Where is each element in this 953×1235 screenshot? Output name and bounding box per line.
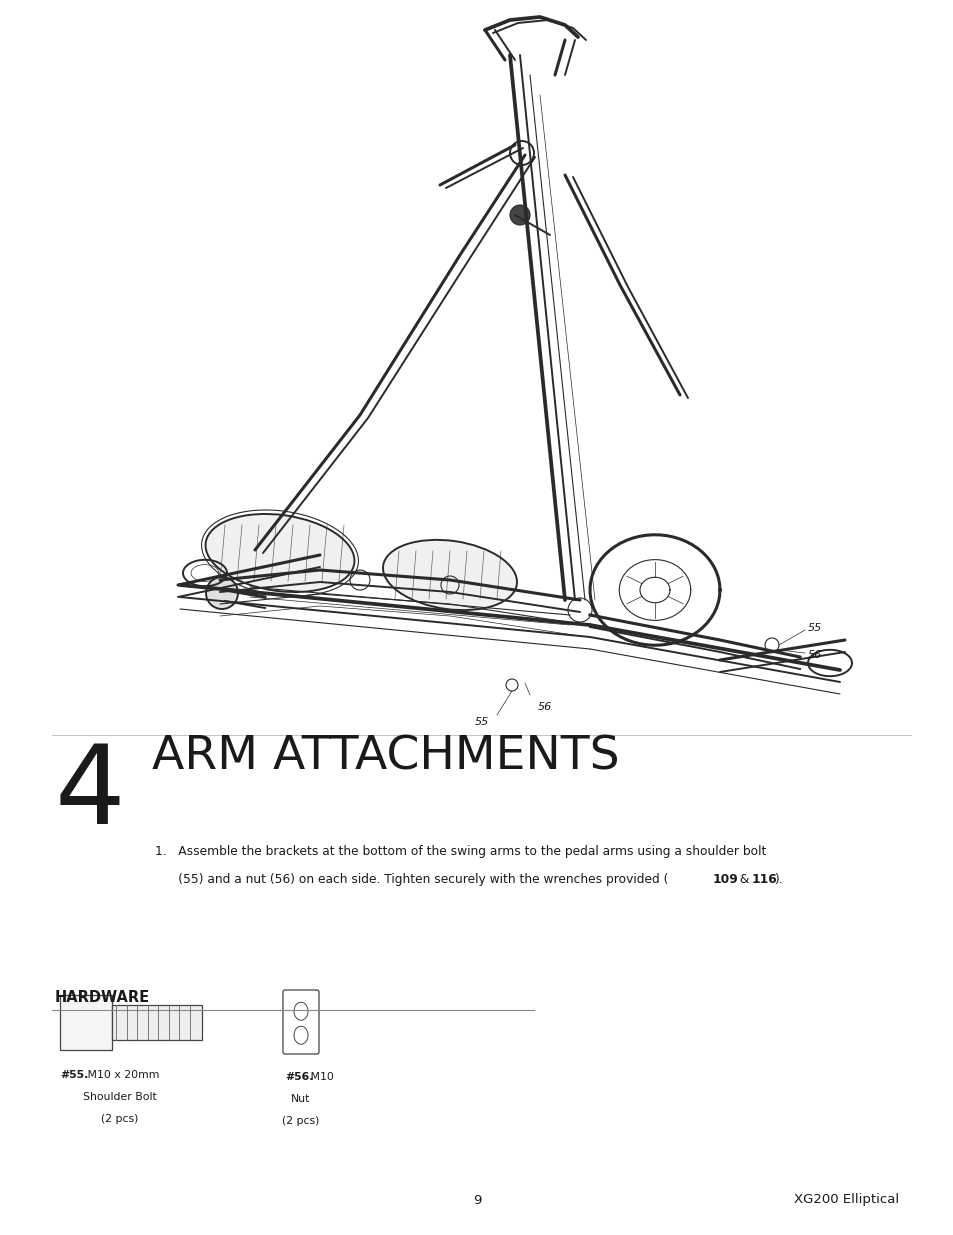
Text: &: & (736, 873, 753, 885)
Text: #56.: #56. (285, 1072, 314, 1082)
Text: 9: 9 (473, 1193, 480, 1207)
Text: 56: 56 (537, 701, 552, 713)
Text: XG200 Elliptical: XG200 Elliptical (793, 1193, 898, 1207)
Text: (55) and a nut (56) on each side. Tighten securely with the wrenches provided (: (55) and a nut (56) on each side. Tighte… (154, 873, 668, 885)
Circle shape (510, 205, 530, 225)
Circle shape (206, 577, 237, 609)
Text: (2 pcs): (2 pcs) (101, 1114, 138, 1124)
Ellipse shape (205, 514, 355, 592)
Text: 56: 56 (807, 650, 821, 659)
Bar (60, 995, 112, 1050)
Text: HARDWARE: HARDWARE (55, 990, 150, 1005)
Text: M10 x 20mm: M10 x 20mm (84, 1070, 159, 1079)
Text: #55.: #55. (60, 1070, 89, 1079)
Text: ).: ). (774, 873, 782, 885)
Text: ARM ATTACHMENTS: ARM ATTACHMENTS (152, 735, 619, 781)
Ellipse shape (382, 540, 517, 610)
Bar (112, 1005, 202, 1040)
Text: Shoulder Bolt: Shoulder Bolt (83, 1092, 156, 1102)
Text: M10: M10 (307, 1072, 334, 1082)
Text: 109: 109 (712, 873, 738, 885)
Text: 55: 55 (475, 718, 489, 727)
Text: 55: 55 (807, 622, 821, 634)
Text: 4: 4 (55, 740, 126, 847)
Text: Nut: Nut (291, 1094, 311, 1104)
Text: 1.   Assemble the brackets at the bottom of the swing arms to the pedal arms usi: 1. Assemble the brackets at the bottom o… (154, 845, 765, 858)
Text: (2 pcs): (2 pcs) (282, 1116, 319, 1126)
Text: 116: 116 (751, 873, 777, 885)
